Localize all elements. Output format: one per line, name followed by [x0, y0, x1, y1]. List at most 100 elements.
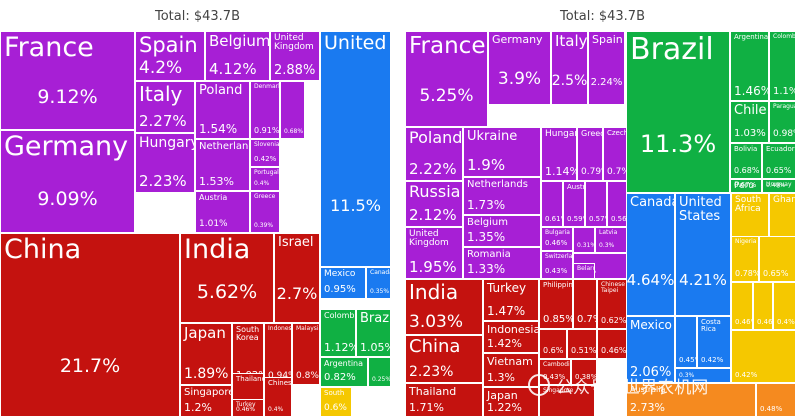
treemap-tile[interactable]: 0.51%	[567, 329, 597, 359]
treemap-tile[interactable]: Hungary 2.23%	[135, 133, 195, 193]
treemap-tile[interactable]: Spain 2.24%	[588, 31, 625, 105]
treemap-tile[interactable]: South 0.6%	[320, 387, 352, 417]
treemap-tile[interactable]: Australia 2.73%	[626, 383, 756, 417]
treemap-tile[interactable]: Poland 2.22%	[405, 127, 463, 181]
treemap-tile[interactable]: Poland 1.54%	[195, 81, 250, 139]
tile-value: 4.21%	[679, 271, 727, 289]
treemap-tile[interactable]: Bolivia 0.68%	[730, 143, 762, 179]
treemap-tile[interactable]: 0.42%	[731, 330, 796, 383]
treemap-tile[interactable]: 0.31%	[573, 227, 595, 253]
treemap-tile[interactable]: 0.48%	[756, 383, 796, 417]
tile-value: 0.68%	[284, 128, 304, 135]
treemap-tile[interactable]: Italy 2.27%	[135, 81, 195, 133]
tile-label: Italy	[555, 32, 588, 50]
treemap-tile[interactable]: Indonesia 1.42%	[483, 321, 539, 353]
treemap-tile[interactable]: Turkey 0.46%	[232, 399, 264, 417]
treemap-tile[interactable]: Slovenia 0.42%	[250, 139, 280, 167]
treemap-tile[interactable]: China 2.23%	[405, 335, 483, 383]
treemap-tile[interactable]: Malaysia 0.8%	[292, 323, 320, 385]
treemap-tile[interactable]: Chile 1.03%	[730, 101, 769, 143]
treemap-tile[interactable]: 0.7%	[573, 279, 597, 329]
treemap-tile[interactable]: India 5.62%	[180, 233, 274, 323]
treemap-tile[interactable]: Nigeria 0.78%	[731, 236, 759, 282]
treemap-tile[interactable]: 0.46%	[731, 282, 753, 330]
treemap-tile[interactable]: Hungary 1.14%	[541, 127, 577, 181]
treemap-tile[interactable]: United Kingdom 2.88%	[270, 31, 320, 81]
treemap-tile[interactable]: Switzerland 0.43%	[541, 251, 573, 279]
treemap-tile[interactable]: Argentina 1.46%	[730, 31, 769, 101]
treemap-tile[interactable]: Colombia 1.1%	[769, 31, 796, 101]
treemap-tile[interactable]: Germany 9.09%	[0, 130, 135, 233]
treemap-tile[interactable]: 0.46%	[597, 329, 627, 359]
treemap-tile[interactable]: 0.46%	[753, 282, 773, 330]
treemap-tile[interactable]: Denmark 0.91%	[250, 81, 280, 139]
treemap-tile[interactable]: Mexico 0.95%	[320, 267, 366, 299]
treemap-tile[interactable]: Brazil 1.05%	[356, 309, 391, 357]
tile-value: 2.23%	[139, 172, 187, 190]
treemap-tile[interactable]: Austria 0.59%	[563, 181, 585, 227]
treemap-tile[interactable]: Brazil 11.3%	[626, 31, 730, 193]
treemap-tile[interactable]: Peru 0.67%	[730, 179, 762, 193]
treemap-tile[interactable]: China 21.7%	[0, 233, 180, 417]
treemap-tile[interactable]: Paraguay 0.98%	[769, 101, 796, 143]
treemap-tile[interactable]: Turkey 1.47%	[483, 279, 539, 321]
treemap-tile[interactable]: Belarus	[573, 263, 595, 279]
treemap-tile[interactable]: 0.4%	[773, 282, 796, 330]
treemap-tile[interactable]: 0.65%	[759, 236, 796, 282]
treemap-tile[interactable]: 0.45%	[675, 316, 697, 368]
treemap-tile[interactable]: Latvia 0.3%	[595, 227, 627, 253]
treemap-tile[interactable]: United Kingdom 1.95%	[405, 227, 463, 279]
treemap-tile[interactable]: Greece 0.79%	[577, 127, 603, 181]
treemap-tile[interactable]: Thailand 1.71%	[405, 383, 483, 417]
treemap-tile[interactable]: Israel 2.7%	[274, 233, 320, 323]
treemap-tile[interactable]: Canada 4.64%	[626, 193, 675, 316]
treemap-tile[interactable]: Vietnam 1.3%	[483, 353, 539, 387]
treemap-tile[interactable]: Bulgaria 0.46%	[541, 227, 573, 251]
treemap-tile[interactable]: Belgium 4.12%	[205, 31, 270, 81]
treemap-tile[interactable]: Indonesia 0.94%	[264, 323, 292, 385]
tile-value: 0.46%	[601, 346, 627, 355]
treemap-tile[interactable]: Netherlands 1.53%	[195, 139, 250, 191]
treemap-tile[interactable]: Philippines 0.85%	[539, 279, 573, 329]
treemap-tile[interactable]: 0.56%	[607, 181, 627, 227]
treemap-tile[interactable]: Mexico 2.06%	[626, 316, 675, 383]
treemap-tile[interactable]: 0.25%	[368, 357, 391, 387]
treemap-tile[interactable]: Austria 1.01%	[195, 191, 250, 233]
treemap-tile[interactable]: Spain 4.2%	[135, 31, 205, 81]
treemap-tile[interactable]: Argentina 0.82%	[320, 357, 368, 387]
treemap-tile[interactable]: 0.68%	[280, 81, 305, 139]
treemap-tile[interactable]: Greece 0.39%	[250, 191, 280, 233]
treemap-tile[interactable]: 0.6%	[539, 329, 567, 359]
treemap-tile[interactable]: 0.57%	[585, 181, 607, 227]
treemap-tile[interactable]: 0.38%	[571, 359, 597, 385]
right-treemap-panel: Total: $43.7B France 5.25% Germany 3.9% Ital…	[405, 0, 800, 417]
treemap-tile[interactable]: Chinese... 0.4%	[264, 377, 292, 417]
treemap-tile[interactable]: Netherlands 1.73%	[463, 177, 541, 215]
treemap-tile[interactable]: Czechia 0.7%	[603, 127, 627, 181]
treemap-tile[interactable]: Portugal 0.4%	[250, 167, 280, 191]
treemap-tile[interactable]: India 3.03%	[405, 279, 483, 335]
treemap-tile[interactable]: Costa Rica 0.42%	[697, 316, 731, 368]
treemap-tile[interactable]: Colombia 1.12%	[320, 309, 356, 357]
treemap-tile[interactable]: Germany 3.9%	[488, 31, 551, 105]
treemap-tile[interactable]: United States 11.5%	[320, 31, 391, 267]
treemap-tile[interactable]: Singapore 1.2%	[180, 385, 232, 417]
treemap-tile[interactable]: Ukraine 1.9%	[463, 127, 541, 177]
treemap-tile[interactable]: Canada 0.35%	[366, 267, 391, 299]
tile-value: 2.22%	[409, 160, 457, 178]
treemap-tile[interactable]: Italy 2.5%	[551, 31, 588, 105]
treemap-tile[interactable]: Russia 2.12%	[405, 181, 463, 227]
treemap-tile[interactable]: Japan 1.89%	[180, 323, 232, 385]
treemap-tile[interactable]: Chinese Taipei 0.62%	[597, 279, 627, 329]
tile-label: Singapore	[543, 387, 574, 394]
tile-label: Argentina	[324, 359, 364, 368]
treemap-tile[interactable]: France 5.25%	[405, 31, 488, 127]
treemap-tile[interactable]: Ecuador 0.65%	[762, 143, 796, 179]
treemap-tile[interactable]: Romania 1.33%	[463, 247, 541, 279]
treemap-tile[interactable]: United States 4.21%	[675, 193, 731, 316]
treemap-tile[interactable]: 0.3%	[675, 368, 731, 383]
treemap-tile[interactable]: 0.61%	[541, 181, 563, 227]
treemap-tile[interactable]: France 9.12%	[0, 31, 135, 130]
treemap-tile[interactable]: Uruguay 0.49%	[762, 179, 796, 193]
treemap-tile[interactable]: Belgium 1.35%	[463, 215, 541, 247]
